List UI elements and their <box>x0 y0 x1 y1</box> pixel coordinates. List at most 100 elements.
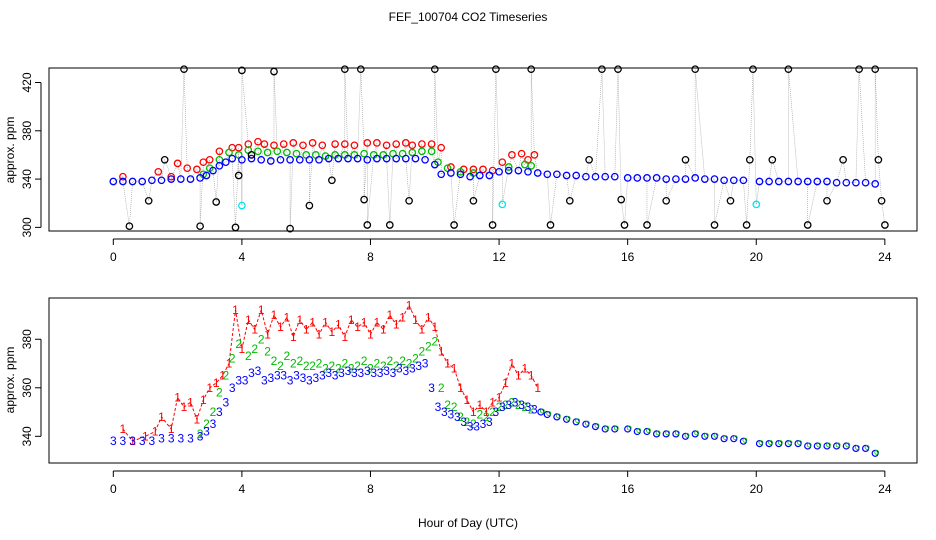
data-glyph-series-1: 1 <box>322 315 329 329</box>
data-point-series-1 <box>270 141 278 150</box>
data-point-series-3 <box>691 174 700 182</box>
data-glyph-series-2: 2 <box>290 357 297 371</box>
series-4 <box>238 200 761 210</box>
data-point-series-1 <box>183 164 192 173</box>
x-tick-label: 4 <box>239 250 246 264</box>
data-glyph-series-2: 2 <box>431 335 438 349</box>
data-point-series-3 <box>553 170 561 179</box>
data-point-series-3 <box>681 175 690 183</box>
data-point-series-5 <box>270 67 278 76</box>
data-point-series-5 <box>598 65 606 74</box>
data-glyph-series-3: 3 <box>293 369 300 383</box>
data-point-series-1 <box>173 159 182 168</box>
data-point-series-3 <box>324 154 333 163</box>
data-glyph-series-2: 2 <box>483 410 490 424</box>
data-point-series-3 <box>610 172 619 181</box>
data-point-series-2 <box>675 430 680 436</box>
x-tick-label: 20 <box>750 250 764 264</box>
data-glyph-series-2: 2 <box>361 354 368 368</box>
data-glyph-series-2: 2 <box>399 354 406 368</box>
data-point-series-5 <box>247 151 256 159</box>
x-tick-label: 20 <box>750 482 764 496</box>
data-glyph-series-1: 1 <box>271 308 278 322</box>
data-glyph-series-3: 3 <box>129 434 136 448</box>
data-point-series-5 <box>488 221 497 229</box>
data-point-series-3 <box>215 161 224 170</box>
data-glyph-series-3: 3 <box>505 398 512 412</box>
data-point-series-3 <box>334 154 343 163</box>
data-glyph-series-1: 1 <box>509 357 516 371</box>
data-glyph-series-3: 3 <box>370 366 377 380</box>
data-point-series-2 <box>263 148 272 157</box>
data-point-series-5 <box>871 65 880 74</box>
data-glyph-series-2: 2 <box>374 357 381 371</box>
data-glyph-series-3: 3 <box>248 366 255 380</box>
data-point-series-3 <box>148 176 156 185</box>
data-point-series-3 <box>353 154 362 163</box>
y-tick-label: 340 <box>20 426 34 446</box>
data-point-series-2 <box>758 440 764 446</box>
bottom-y-axis-label: approx. ppm <box>3 347 17 414</box>
data-glyph-series-1: 1 <box>194 412 201 426</box>
data-point-series-2 <box>787 440 793 446</box>
data-point-series-3 <box>128 177 137 186</box>
data-glyph-series-3: 3 <box>149 434 156 448</box>
data-point-series-3 <box>633 174 642 182</box>
data-point-series-2 <box>427 147 436 156</box>
data-glyph-series-3: 3 <box>280 369 287 383</box>
data-point-series-5 <box>742 221 751 229</box>
data-point-series-5 <box>643 221 651 229</box>
x-tick-label: 8 <box>367 482 374 496</box>
data-glyph-series-2: 2 <box>296 354 303 368</box>
data-glyph-series-1: 1 <box>213 376 220 390</box>
data-glyph-series-1: 1 <box>406 298 413 312</box>
data-glyph-series-2: 2 <box>502 398 509 412</box>
data-point-series-1 <box>193 165 201 174</box>
data-point-series-3 <box>832 178 841 187</box>
data-glyph-series-1: 1 <box>335 318 342 332</box>
data-glyph-series-2: 2 <box>235 337 242 351</box>
data-point-series-5 <box>238 66 246 75</box>
data-glyph-series-3: 3 <box>460 415 467 429</box>
data-glyph-series-3: 3 <box>377 366 384 380</box>
data-point-series-5 <box>881 221 889 229</box>
data-glyph-series-1: 1 <box>152 425 159 439</box>
data-point-series-3 <box>286 155 294 164</box>
data-point-series-3 <box>524 167 532 176</box>
data-point-series-3 <box>447 169 455 177</box>
series-5 <box>125 65 889 233</box>
data-point-series-3 <box>475 171 484 180</box>
data-glyph-series-1: 1 <box>451 361 458 375</box>
y-tick-label: 380 <box>20 329 34 349</box>
x-tick-label: 0 <box>110 250 117 264</box>
data-point-series-1 <box>373 139 381 147</box>
data-glyph-series-1: 1 <box>277 320 284 334</box>
data-point-series-1 <box>517 149 526 158</box>
bottom-plot-frame <box>48 297 918 464</box>
data-glyph-series-3: 3 <box>518 398 525 412</box>
data-glyph-series-1: 1 <box>496 391 503 405</box>
data-glyph-series-2: 2 <box>464 415 471 429</box>
data-point-series-5 <box>726 196 735 205</box>
x-tick-label: 16 <box>621 250 635 264</box>
data-point-series-2 <box>254 147 262 156</box>
data-glyph-series-1: 1 <box>120 422 127 436</box>
data-point-series-3 <box>315 155 323 164</box>
data-point-series-1 <box>279 140 288 148</box>
data-glyph-series-2: 2 <box>496 400 503 414</box>
data-point-series-3 <box>543 170 552 179</box>
data-point-series-3 <box>196 174 204 182</box>
data-point-series-2 <box>874 449 880 455</box>
top-y-axis-label: approx. ppm <box>3 117 17 184</box>
data-glyph-series-2: 2 <box>444 398 451 412</box>
data-point-series-3 <box>238 155 246 164</box>
data-glyph-series-1: 1 <box>361 315 368 329</box>
data-point-series-1 <box>254 137 262 146</box>
data-point-series-5 <box>125 222 134 231</box>
data-glyph-series-2: 2 <box>419 344 426 358</box>
data-point-series-2 <box>613 425 619 431</box>
data-point-series-2 <box>768 440 773 446</box>
data-glyph-series-2: 2 <box>197 427 204 441</box>
data-glyph-series-1: 1 <box>226 357 233 371</box>
